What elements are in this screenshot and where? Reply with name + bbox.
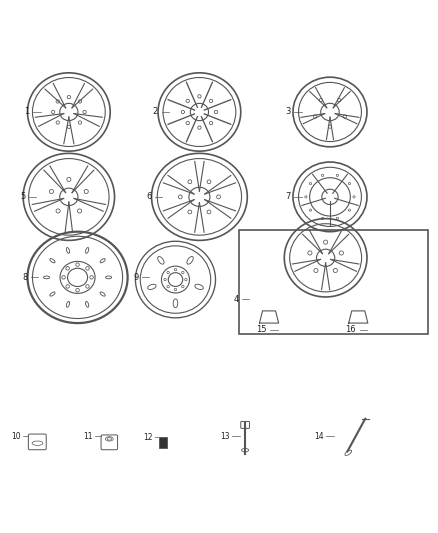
Text: 2: 2: [153, 108, 158, 117]
Bar: [159, 437, 167, 448]
Text: 14: 14: [314, 432, 323, 441]
Text: 15: 15: [256, 325, 267, 334]
Text: 1: 1: [25, 108, 30, 117]
Text: 8: 8: [22, 273, 28, 282]
Text: 3: 3: [286, 108, 291, 117]
Text: 7: 7: [286, 192, 291, 201]
Text: 6: 6: [146, 192, 152, 201]
Text: 16: 16: [346, 325, 356, 334]
Text: 12: 12: [143, 433, 152, 442]
Text: 10: 10: [11, 432, 21, 441]
Text: 11: 11: [83, 432, 93, 441]
Text: 13: 13: [220, 432, 230, 441]
Text: 5: 5: [20, 192, 25, 201]
Bar: [239, 230, 428, 334]
Text: 9: 9: [133, 273, 138, 282]
Text: 4: 4: [233, 295, 239, 304]
